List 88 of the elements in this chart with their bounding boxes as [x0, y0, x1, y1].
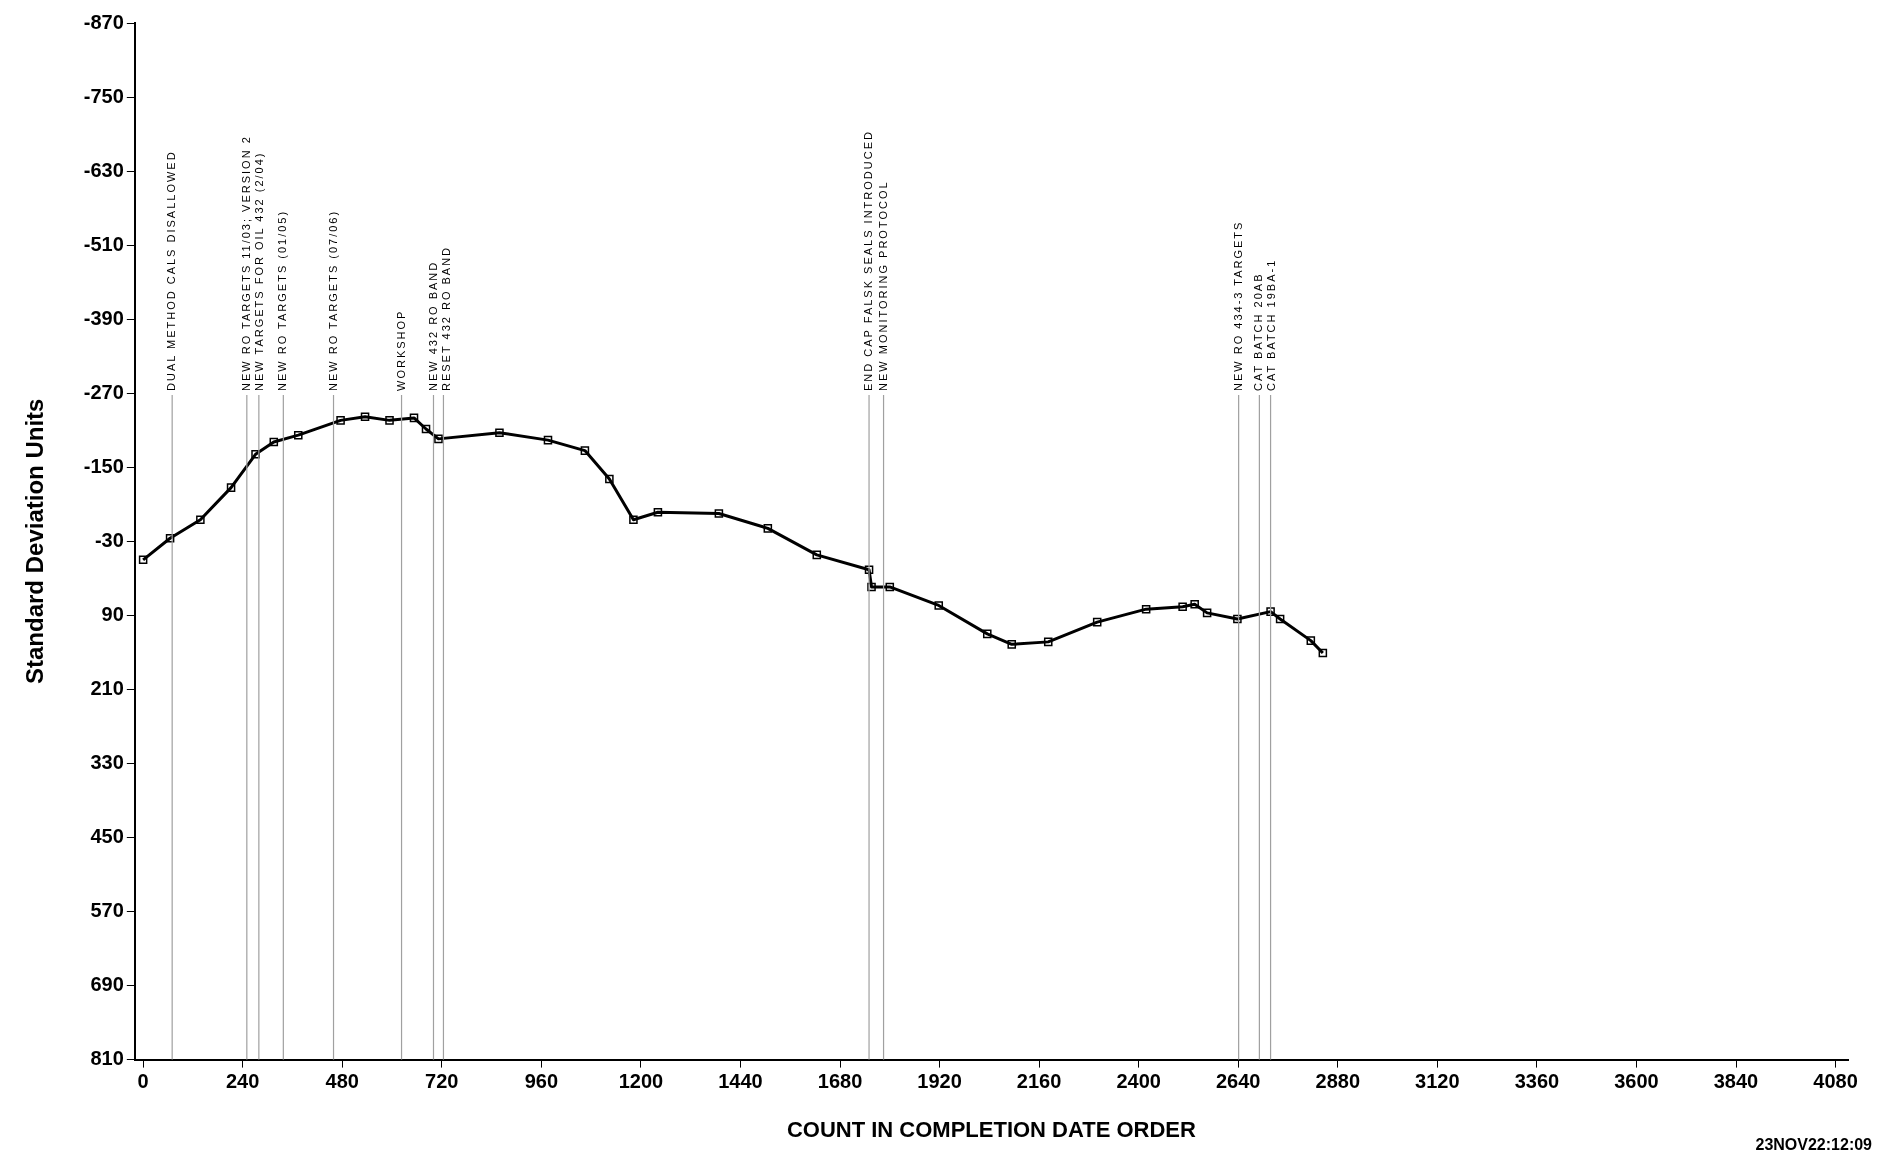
- point: [1092, 617, 1102, 627]
- x-tick-label: 4080: [1813, 1070, 1858, 1093]
- point: [434, 434, 443, 444]
- point: [1202, 608, 1212, 618]
- point: [269, 437, 279, 447]
- point: [1306, 636, 1316, 645]
- ref-line-label: NEW 432 RO BAND: [426, 260, 439, 391]
- point: [982, 629, 992, 639]
- point: [1233, 614, 1242, 624]
- x-tick-label: 0: [137, 1070, 149, 1093]
- x-tick-label: 2400: [1116, 1070, 1161, 1093]
- y-tick-label: -390: [83, 306, 124, 329]
- point: [885, 582, 895, 592]
- y-tick-label: -870: [83, 10, 124, 33]
- point: [1190, 599, 1199, 609]
- ref-line-label: NEW TARGETS FOR OIL 432 (2/04): [252, 151, 265, 391]
- ref-line-label: WORKSHOP: [394, 309, 407, 391]
- ref-line-label: NEW RO TARGETS (07/06): [326, 209, 339, 391]
- x-tick-label: 3600: [1614, 1070, 1659, 1093]
- ref-line-label: DUAL METHOD CALS DISALLOWED: [165, 150, 178, 391]
- point: [165, 533, 175, 543]
- point: [580, 446, 590, 455]
- point: [629, 515, 638, 524]
- ref-line-label: RESET 432 RO BAND: [439, 245, 452, 391]
- point: [409, 413, 419, 423]
- y-tick-label: 210: [90, 676, 124, 699]
- x-tick-label: 3840: [1713, 1070, 1759, 1093]
- point: [251, 450, 260, 459]
- y-tick-label: 90: [101, 602, 124, 625]
- ref-line-label: CAT BATCH 20AB: [1252, 272, 1265, 391]
- x-tick-label: 2640: [1215, 1070, 1261, 1093]
- ref-line-label: NEW MONITORING PROTOCOL: [876, 180, 889, 391]
- x-tick-label: 3120: [1415, 1070, 1460, 1093]
- point: [1007, 640, 1017, 649]
- ref-line-label: NEW RO TARGETS 11/03; VERSION 2: [239, 135, 252, 391]
- x-tick-label: 960: [524, 1070, 559, 1093]
- y-tick-label: 450: [90, 824, 124, 847]
- point: [1178, 602, 1187, 611]
- point: [867, 582, 876, 592]
- point: [605, 474, 614, 484]
- point: [1275, 614, 1285, 624]
- x-tick-label: 720: [425, 1070, 459, 1093]
- point: [293, 430, 303, 440]
- point: [934, 601, 944, 610]
- point: [138, 555, 148, 565]
- y-tick-label: 690: [90, 973, 124, 996]
- y-tick-label: 330: [90, 750, 124, 773]
- x-tick-label: 240: [225, 1070, 260, 1093]
- point: [763, 524, 773, 533]
- point: [336, 416, 345, 425]
- y-tick-label: -270: [83, 380, 124, 403]
- ref-line-label: NEW RO 434-3 TARGETS: [1231, 220, 1244, 391]
- ref-line-label: NEW RO TARGETS (01/05): [276, 209, 289, 391]
- y-tick-label: -510: [83, 232, 124, 255]
- x-axis-title: COUNT IN COMPLETION DATE ORDER: [786, 1116, 1197, 1142]
- x-tick-label: 1200: [618, 1070, 664, 1093]
- point: [226, 483, 236, 492]
- y-axis-title: Standard Deviation Units: [21, 398, 49, 684]
- point: [1043, 637, 1053, 647]
- point: [1141, 604, 1151, 614]
- point: [360, 412, 370, 421]
- y-tick-label: -750: [83, 84, 124, 107]
- point: [864, 565, 874, 574]
- ref-line-label: END CAP FALSK SEALS INTRODUCED: [862, 130, 875, 391]
- point: [543, 435, 553, 445]
- y-tick-label: 570: [90, 899, 124, 922]
- point: [812, 550, 822, 560]
- x-tick-label: 1440: [718, 1070, 763, 1093]
- x-tick-label: 1680: [817, 1070, 863, 1093]
- x-tick-label: 480: [325, 1070, 359, 1093]
- x-tick-label: 3360: [1514, 1070, 1560, 1093]
- y-tick-label: -150: [83, 454, 124, 477]
- x-tick-label: 2160: [1016, 1070, 1062, 1093]
- point: [421, 424, 431, 434]
- point: [1266, 607, 1275, 616]
- point: [196, 515, 205, 524]
- y-tick-label: 810: [90, 1047, 124, 1070]
- point: [1318, 648, 1328, 658]
- point: [385, 416, 394, 425]
- x-tick-label: 1920: [917, 1070, 962, 1093]
- point: [653, 508, 663, 517]
- point: [495, 428, 504, 437]
- x-tick-label: 2880: [1315, 1070, 1361, 1093]
- text: 23NOV22:12:09: [1755, 1136, 1873, 1154]
- ref-line-label: CAT BATCH 19BA-1: [1265, 258, 1278, 391]
- point: [714, 509, 724, 518]
- y-tick-label: -630: [83, 158, 124, 181]
- y-tick-label: -30: [94, 528, 124, 551]
